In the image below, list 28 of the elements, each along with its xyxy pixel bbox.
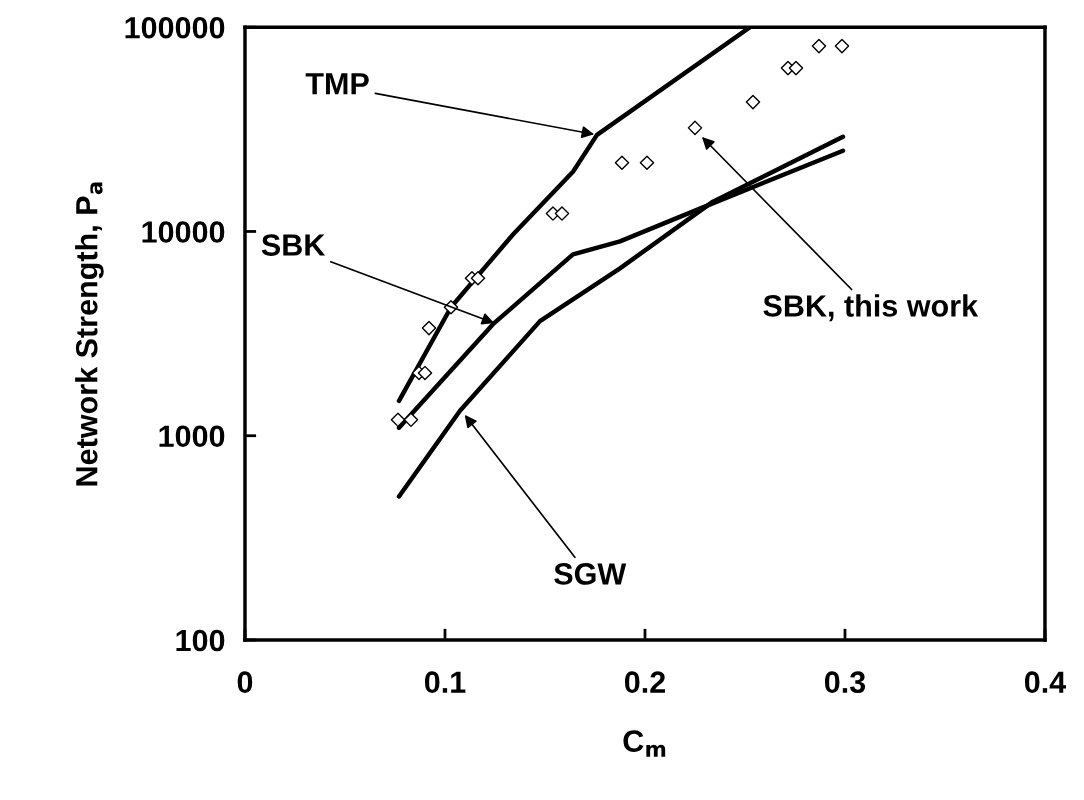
y-axis-title: Network Strength, P$_{a}$ <box>75 182 104 486</box>
x-axis-title: C$_{m}$ <box>623 730 666 757</box>
point <box>811 38 827 54</box>
point <box>554 206 570 221</box>
point <box>614 155 630 171</box>
annotation: SGW <box>554 563 627 585</box>
point <box>417 365 433 381</box>
x-tick-label: 0.3 <box>824 671 866 694</box>
y-tick-label: 100 <box>176 629 225 652</box>
x-tick-label: 0 <box>237 671 253 693</box>
point <box>788 60 804 76</box>
point <box>470 270 486 286</box>
annotation: TMP <box>305 73 369 95</box>
point <box>745 94 761 110</box>
point <box>687 120 703 136</box>
annotation: SBK <box>261 234 326 256</box>
point <box>390 412 406 428</box>
x-tick-label: 0.2 <box>624 671 665 693</box>
point <box>639 155 655 171</box>
y-tick-label: 100000 <box>125 16 225 39</box>
x-tick-label: 0.4 <box>1024 671 1067 693</box>
annotation: SBK, this work <box>763 294 979 322</box>
point <box>421 320 437 336</box>
point <box>403 412 419 428</box>
y-tick-label: 10000 <box>142 221 225 243</box>
point <box>834 38 850 54</box>
x-tick-label: 0.1 <box>424 671 466 693</box>
y-tick-label: 1000 <box>159 425 225 448</box>
